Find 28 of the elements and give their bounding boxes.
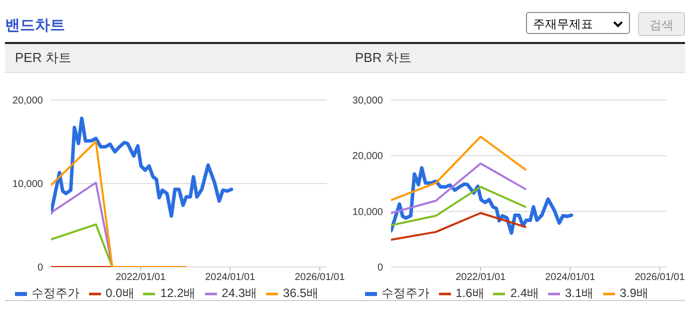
y-tick-label: 10,000: [352, 206, 384, 218]
chart-title: PER 차트: [5, 42, 345, 73]
x-tick-label: 2026/01/01: [294, 272, 346, 284]
x-tick-label: 2024/01/01: [545, 272, 596, 284]
legend-label: 3.9배: [620, 285, 648, 302]
legend-label: 12.2배: [160, 285, 196, 302]
x-tick-label: 2026/01/01: [634, 272, 686, 284]
text: 밴드차트: [5, 16, 65, 35]
x-tick-label: 2024/01/01: [205, 272, 256, 284]
x-tick-label: 2022/01/01: [456, 272, 506, 284]
legend-label: 2.4배: [510, 285, 539, 302]
legend-label: 1.6배: [456, 285, 484, 302]
legend-label: 수정주가: [32, 285, 80, 302]
legend-label: 24.3배: [222, 285, 258, 302]
y-tick-label: 10,000: [12, 179, 44, 190]
y-tick-label: 20,000: [352, 151, 384, 162]
chart-title: PBR 차트: [345, 42, 685, 73]
legend-label: 0.0배: [106, 285, 134, 302]
legend-label: 3.1배: [565, 285, 594, 302]
y-tick-label: 20,000: [12, 96, 44, 107]
legend-label: 수정주가: [382, 285, 430, 302]
y-tick-label: 0: [377, 262, 384, 274]
y-tick-label: 30,000: [352, 96, 384, 107]
text: 주재무제표: [526, 12, 630, 34]
x-tick-label: 2022/01/01: [116, 272, 166, 284]
legend-label: 36.5배: [283, 285, 318, 302]
text: 검색: [638, 12, 685, 36]
y-tick-label: 0: [37, 262, 44, 274]
